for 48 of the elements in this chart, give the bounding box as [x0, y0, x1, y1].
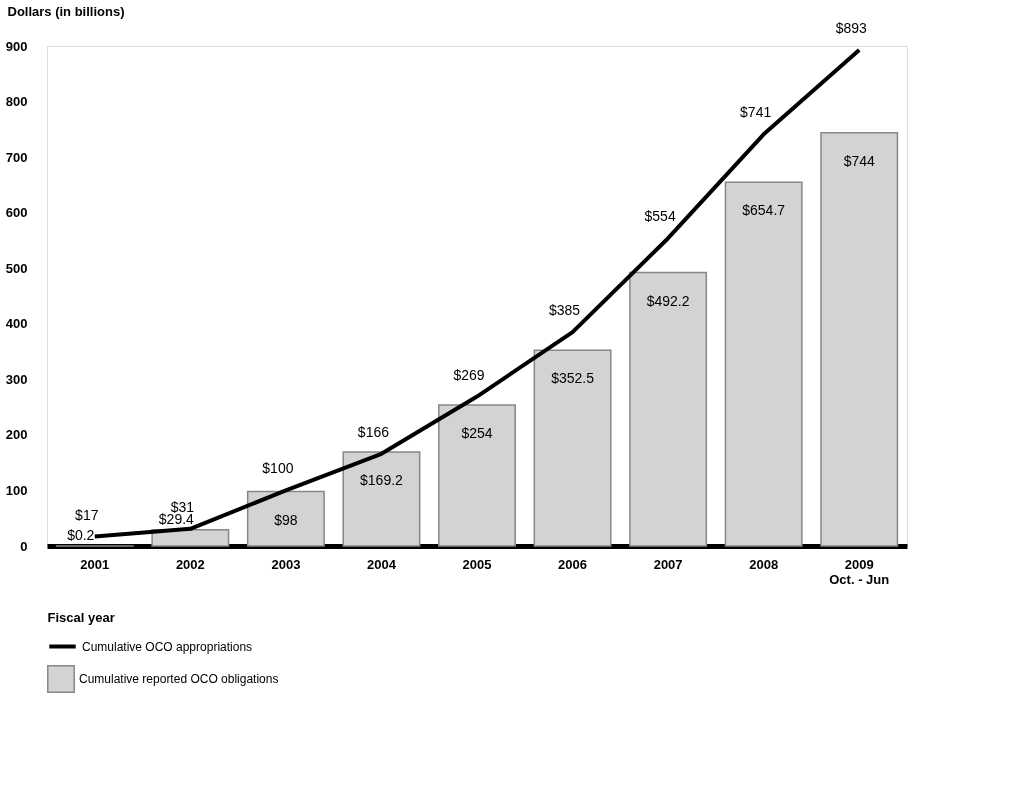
data-label: $654.7 [742, 202, 786, 219]
data-label: $269 [453, 366, 485, 383]
data-label: $385 [548, 302, 581, 319]
x-tick-label: 2006 [558, 556, 588, 572]
y-tick-label: 300 [5, 371, 28, 387]
bar [438, 404, 516, 547]
data-label: $0.2 [67, 526, 95, 543]
data-label: $31 [170, 498, 195, 515]
y-tick-label: 400 [5, 316, 28, 332]
data-label: $554 [644, 208, 676, 225]
x-axis-title: Fiscal year [47, 609, 115, 625]
x-tick-label: 2001 [80, 556, 110, 572]
data-label: $98 [274, 511, 298, 528]
x-tick-label: 2002 [175, 556, 205, 572]
data-label: $741 [740, 104, 772, 121]
data-label: $744 [843, 152, 875, 169]
bar [533, 349, 612, 547]
data-label: $100 [262, 460, 294, 477]
x-tick-label: 2008 [749, 556, 779, 572]
x-tick-label: 2007 [653, 556, 683, 572]
data-label: $166 [357, 423, 390, 440]
legend-label: Cumulative OCO appropriations [82, 639, 253, 654]
x-tick-label: 2004 [366, 556, 397, 572]
y-tick-label: 800 [5, 94, 28, 110]
bar [629, 271, 708, 547]
data-label: $17 [75, 506, 99, 523]
data-label: $169.2 [360, 472, 404, 488]
bar [724, 181, 803, 547]
x-tick-label: 2003 [271, 556, 301, 572]
y-tick-label: 900 [5, 38, 28, 54]
bar [151, 528, 230, 547]
y-tick-label: 600 [5, 205, 28, 221]
y-tick-label: 700 [5, 149, 28, 165]
y-tick-label: 500 [5, 260, 28, 276]
data-label: $492.2 [646, 292, 690, 309]
bar [246, 490, 325, 547]
bar [820, 131, 899, 547]
data-label: $352.5 [551, 370, 595, 387]
y-tick-label: 100 [5, 482, 28, 498]
data-label: $893 [835, 19, 867, 36]
data-label: $254 [461, 424, 493, 441]
x-tick-label: 2005 [462, 556, 492, 572]
y-axis-title: Dollars (in billions) [7, 3, 125, 19]
y-tick-label: 200 [5, 427, 28, 443]
bar [342, 451, 421, 547]
x-tick-label: 2009 Oct. - Jun [829, 556, 890, 587]
legend-label: Cumulative reported OCO obligations [79, 672, 279, 686]
y-tick-label: 0 [20, 538, 28, 554]
